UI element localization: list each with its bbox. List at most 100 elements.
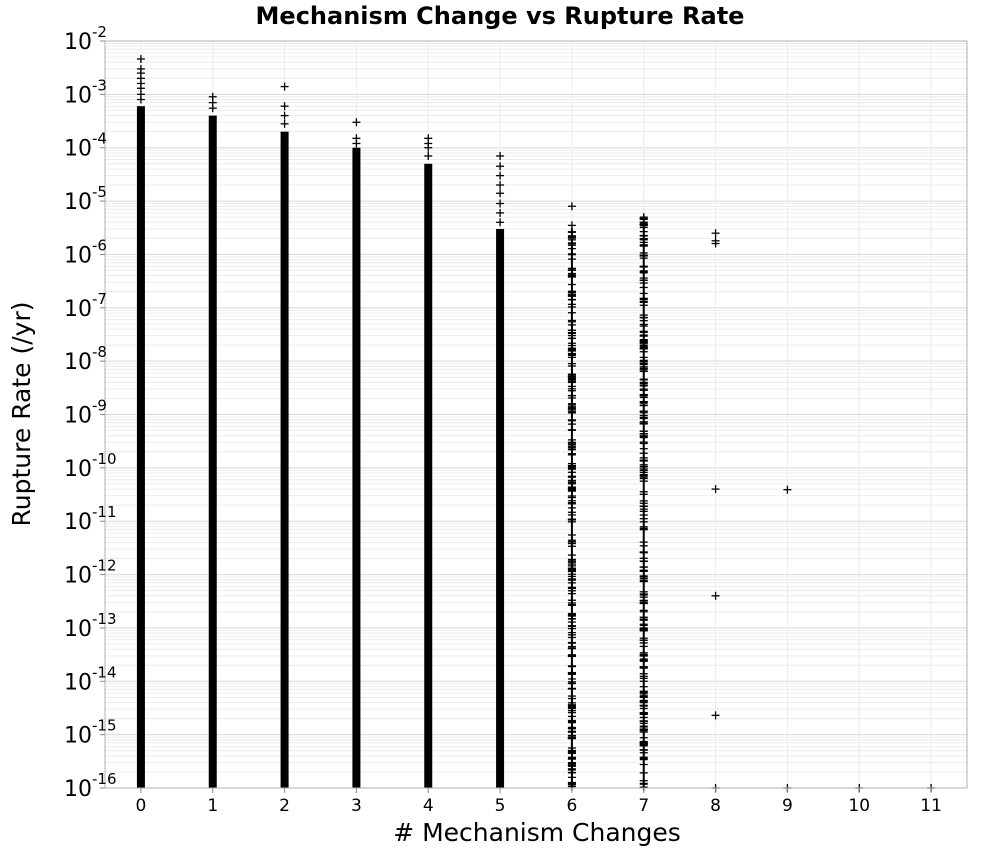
data-point bbox=[567, 221, 576, 230]
data-point bbox=[639, 599, 648, 608]
data-point bbox=[280, 102, 289, 111]
data-point bbox=[639, 524, 648, 533]
data-point bbox=[639, 241, 648, 250]
data-point bbox=[567, 537, 576, 546]
data-point bbox=[567, 574, 576, 583]
data-point bbox=[496, 218, 505, 227]
data-point bbox=[424, 143, 433, 152]
data-point bbox=[639, 254, 648, 263]
y-tick-label: 10-10 bbox=[64, 450, 117, 482]
data-point bbox=[136, 95, 145, 104]
data-point bbox=[639, 727, 648, 736]
data-point bbox=[567, 302, 576, 311]
data-point bbox=[424, 151, 433, 160]
data-point bbox=[639, 385, 648, 394]
data-point bbox=[567, 558, 576, 567]
dense-points-band bbox=[208, 115, 217, 788]
y-tick-label: 10-15 bbox=[64, 717, 117, 749]
data-point bbox=[496, 189, 505, 198]
data-point bbox=[639, 468, 648, 477]
data-point bbox=[567, 442, 576, 451]
data-point bbox=[639, 616, 648, 625]
data-point bbox=[567, 320, 576, 329]
data-point bbox=[639, 477, 648, 486]
y-tick-label: 10-6 bbox=[64, 236, 107, 268]
data-point bbox=[280, 119, 289, 128]
data-point bbox=[567, 425, 576, 434]
data-point bbox=[639, 362, 648, 371]
y-tick-label: 10-7 bbox=[64, 290, 107, 322]
data-point bbox=[639, 407, 648, 416]
data-point bbox=[496, 181, 505, 190]
data-point bbox=[567, 496, 576, 505]
data-point bbox=[567, 503, 576, 512]
data-point bbox=[639, 347, 648, 356]
x-tick-label: 11 bbox=[920, 796, 942, 816]
data-point bbox=[567, 612, 576, 621]
data-point bbox=[496, 199, 505, 208]
y-tick-label: 10-12 bbox=[64, 557, 117, 589]
data-point bbox=[496, 171, 505, 180]
data-point bbox=[352, 139, 361, 148]
data-point bbox=[567, 652, 576, 661]
x-tick-label: 3 bbox=[351, 796, 362, 816]
x-tick-label: 10 bbox=[848, 796, 870, 816]
x-tick-label: 1 bbox=[207, 796, 218, 816]
data-point bbox=[567, 386, 576, 395]
data-point bbox=[639, 311, 648, 320]
x-tick-label: 9 bbox=[782, 796, 793, 816]
data-point bbox=[567, 372, 576, 381]
y-ticks: 10-2 10-3 10-4 10-5 10-6 10-7 10-8 10-9 10-10 10-… bbox=[64, 23, 117, 802]
y-tick-label: 10-3 bbox=[64, 76, 107, 108]
x-tick-label: 7 bbox=[638, 796, 649, 816]
y-tick-label: 10-11 bbox=[64, 503, 117, 535]
data-point bbox=[567, 517, 576, 526]
data-point bbox=[639, 651, 648, 660]
y-tick-label: 10-4 bbox=[64, 130, 107, 162]
data-point bbox=[639, 218, 648, 227]
data-point bbox=[639, 669, 648, 678]
data-point bbox=[567, 704, 576, 713]
dense-points-band bbox=[352, 147, 361, 788]
data-point bbox=[639, 779, 648, 788]
data-point bbox=[567, 362, 576, 371]
data-point bbox=[639, 737, 648, 746]
data-point bbox=[567, 583, 576, 592]
data-point bbox=[567, 241, 576, 250]
data-point bbox=[567, 450, 576, 459]
data-point bbox=[639, 301, 648, 310]
x-tick-label: 5 bbox=[495, 796, 506, 816]
data-point bbox=[639, 697, 648, 706]
data-point bbox=[639, 746, 648, 755]
x-axis-label: # Mechanism Changes bbox=[393, 818, 681, 847]
data-point bbox=[567, 601, 576, 610]
data-point bbox=[280, 111, 289, 120]
x-tick-label: 0 bbox=[136, 796, 147, 816]
data-point bbox=[567, 638, 576, 647]
data-point bbox=[639, 606, 648, 615]
data-point bbox=[567, 351, 576, 360]
y-axis-label: Rupture Rate (/yr) bbox=[7, 302, 36, 527]
data-point bbox=[639, 262, 648, 271]
y-tick-label: 10-16 bbox=[64, 770, 117, 802]
data-point bbox=[567, 280, 576, 289]
grid bbox=[105, 41, 967, 789]
data-point bbox=[639, 704, 648, 713]
data-point bbox=[639, 623, 648, 632]
y-tick-label: 10-13 bbox=[64, 610, 117, 642]
data-point bbox=[567, 292, 576, 301]
dense-points-band bbox=[280, 131, 289, 788]
x-tick-label: 2 bbox=[279, 796, 290, 816]
data-point bbox=[496, 208, 505, 217]
data-point bbox=[496, 151, 505, 160]
data-point bbox=[639, 577, 648, 586]
data-point bbox=[567, 404, 576, 413]
data-point bbox=[639, 279, 648, 288]
data-point bbox=[783, 485, 792, 494]
data-point bbox=[639, 502, 648, 511]
data-point bbox=[567, 415, 576, 424]
data-point bbox=[567, 331, 576, 340]
data-point bbox=[639, 487, 648, 496]
data-point bbox=[639, 589, 648, 598]
data-point bbox=[639, 322, 648, 331]
